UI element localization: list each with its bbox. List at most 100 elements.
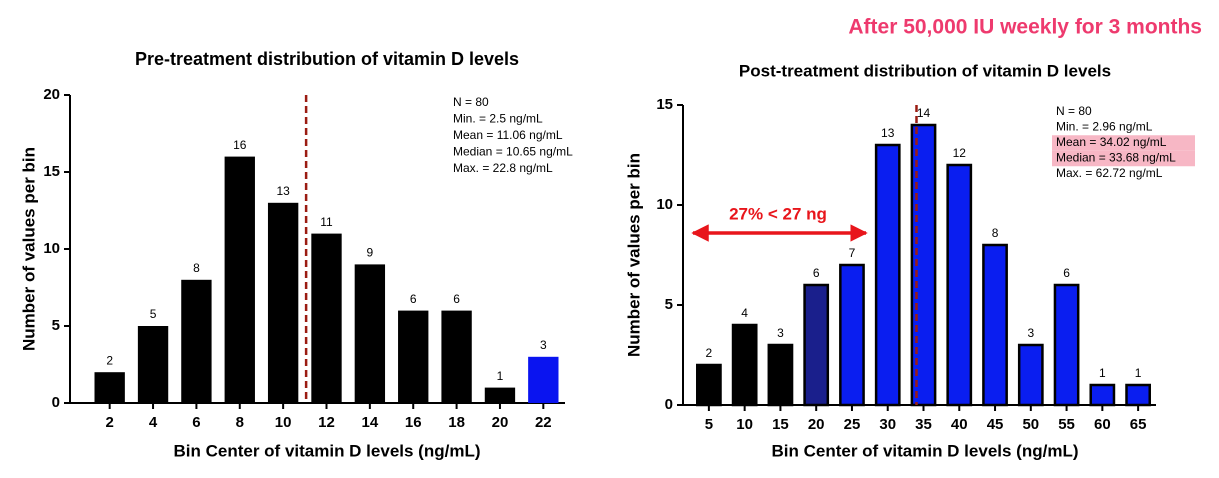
x-tick-label: 25 [844, 416, 861, 433]
y-tick-label: 10 [43, 240, 60, 257]
x-tick-label: 20 [492, 414, 509, 431]
x-tick-label: 8 [236, 414, 244, 431]
bar [839, 263, 865, 407]
bar [94, 372, 125, 403]
value-label: 6 [813, 266, 820, 280]
stat-line: Min. = 2.5 ng/mL [453, 112, 543, 126]
y-tick-label: 15 [656, 96, 673, 113]
chart-title: Pre-treatment distribution of vitamin D … [135, 49, 519, 69]
bar [181, 279, 212, 403]
x-tick-label: 55 [1058, 416, 1075, 433]
y-tick-label: 5 [665, 296, 673, 313]
bar [982, 243, 1008, 407]
x-tick-label: 65 [1130, 416, 1147, 433]
x-tick-label: 40 [951, 416, 968, 433]
bar [767, 343, 794, 407]
value-label: 16 [233, 138, 247, 152]
value-label: 11 [320, 215, 333, 229]
value-label: 8 [193, 261, 200, 275]
x-tick-label: 6 [192, 414, 200, 431]
x-tick-label: 12 [318, 414, 335, 431]
x-tick-label: 5 [705, 416, 713, 433]
y-axis-label: Number of values per bin [624, 153, 643, 357]
stat-line: Max. = 22.8 ng/mL [453, 161, 553, 175]
y-tick-label: 0 [52, 394, 60, 411]
x-tick-label: 30 [879, 416, 896, 433]
x-tick-label: 18 [448, 414, 465, 431]
x-tick-label: 60 [1094, 416, 1111, 433]
value-label: 9 [367, 246, 374, 260]
stat-highlight [1052, 135, 1195, 151]
x-tick-label: 10 [736, 416, 753, 433]
value-label: 5 [150, 307, 157, 321]
bar [1017, 343, 1044, 407]
stat-line: Median = 33.68 ng/mL [1056, 151, 1176, 165]
value-label: 13 [276, 184, 290, 198]
stat-line: N = 80 [1056, 104, 1092, 118]
stat-line: Min. = 2.96 ng/mL [1056, 120, 1153, 134]
value-label: 13 [881, 126, 895, 140]
value-label: 6 [1063, 266, 1070, 280]
x-axis-label: Bin Center of vitamin D levels (ng/mL) [174, 441, 481, 460]
x-axis-label: Bin Center of vitamin D levels (ng/mL) [772, 441, 1079, 460]
y-tick-label: 5 [52, 317, 60, 334]
x-tick-label: 45 [987, 416, 1004, 433]
bar [946, 163, 973, 407]
value-label: 1 [497, 369, 504, 383]
y-tick-label: 0 [665, 396, 673, 413]
y-tick-label: 20 [43, 86, 60, 103]
x-tick-label: 20 [808, 416, 825, 433]
value-label: 6 [453, 292, 460, 306]
bar [1125, 383, 1151, 407]
x-tick-label: 50 [1022, 416, 1039, 433]
x-tick-label: 16 [405, 414, 422, 431]
value-label: 8 [992, 226, 999, 240]
bar [484, 387, 516, 403]
bar [398, 310, 429, 403]
headline: After 50,000 IU weekly for 3 months [848, 16, 1202, 39]
stat-line: N = 80 [453, 95, 489, 109]
chart-title: Post-treatment distribution of vitamin D… [739, 61, 1111, 80]
y-tick-label: 10 [656, 196, 673, 213]
bar [1089, 383, 1116, 407]
bar [354, 264, 386, 403]
x-tick-label: 4 [149, 414, 158, 431]
stat-line: Median = 10.65 ng/mL [453, 145, 573, 159]
bar [224, 156, 255, 403]
bar [311, 233, 342, 403]
x-tick-label: 2 [106, 414, 114, 431]
y-tick-label: 15 [43, 163, 60, 180]
bar [803, 283, 830, 407]
value-label: 1 [1135, 366, 1142, 380]
value-label: 1 [1099, 366, 1106, 380]
bar [528, 356, 559, 403]
value-label: 2 [706, 346, 713, 360]
x-tick-label: 15 [772, 416, 789, 433]
bar [137, 326, 169, 403]
value-label: 6 [410, 292, 417, 306]
value-label: 2 [106, 353, 113, 367]
bar [267, 202, 299, 403]
x-tick-label: 14 [362, 414, 379, 431]
value-label: 7 [849, 246, 856, 260]
value-label: 3 [777, 326, 784, 340]
bar [441, 310, 472, 403]
x-tick-label: 35 [915, 416, 932, 433]
stat-line: Mean = 34.02 ng/mL [1056, 135, 1167, 149]
x-tick-label: 22 [535, 414, 552, 431]
annotation: 27% < 27 ng [729, 204, 827, 223]
stat-line: Max. = 62.72 ng/mL [1056, 166, 1163, 180]
value-label: 14 [917, 106, 931, 120]
value-label: 3 [1027, 326, 1034, 340]
bar [731, 323, 758, 407]
value-label: 12 [953, 146, 967, 160]
y-axis-label: Number of values per bin [19, 147, 38, 351]
bar [1053, 283, 1080, 407]
bar [874, 143, 901, 407]
value-label: 4 [741, 306, 748, 320]
stat-highlight [1052, 150, 1195, 167]
stat-line: Mean = 11.06 ng/mL [453, 128, 563, 142]
x-tick-label: 10 [275, 414, 292, 431]
bar [696, 363, 722, 407]
